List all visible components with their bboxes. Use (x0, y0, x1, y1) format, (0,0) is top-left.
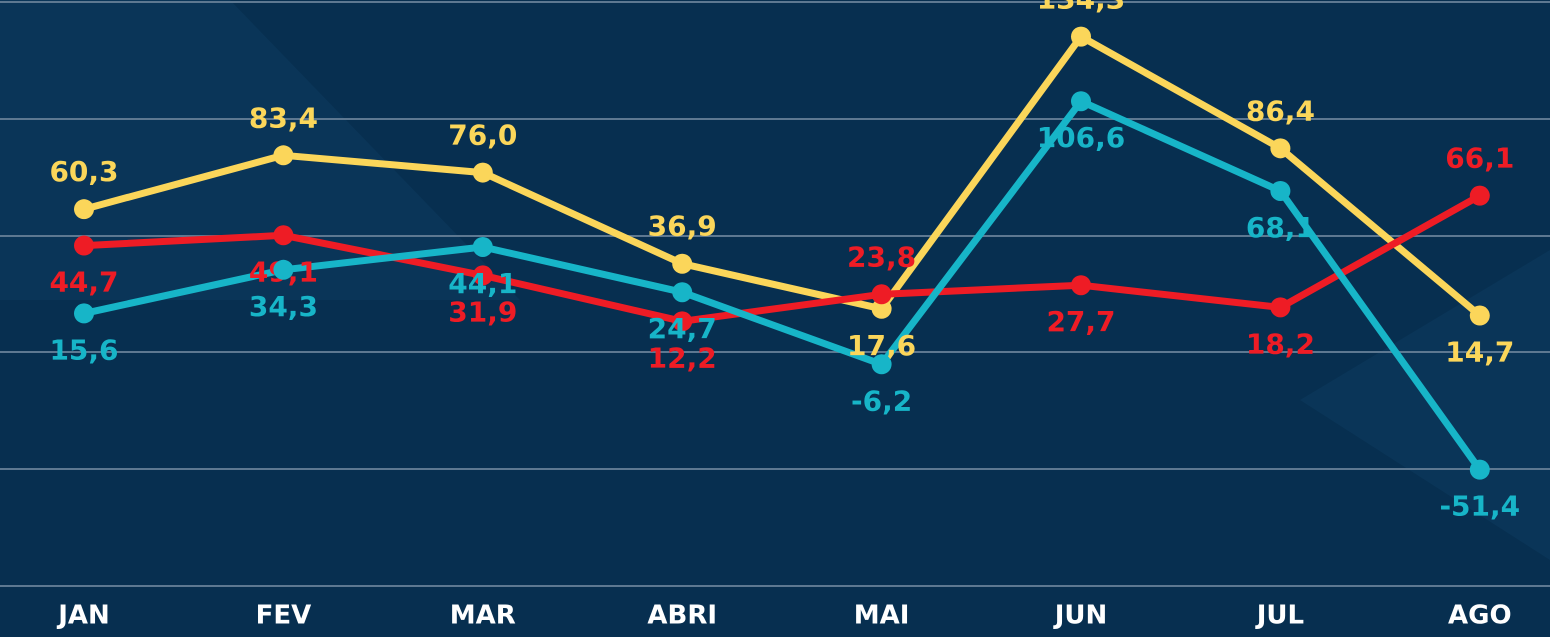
data-point (74, 235, 94, 256)
data-label: -51,4 (1439, 490, 1520, 523)
data-label: 44,1 (448, 267, 517, 300)
data-point (871, 284, 892, 305)
data-point (871, 354, 892, 375)
data-label: 76,0 (448, 119, 517, 152)
grid (0, 1, 1550, 587)
data-label: 68,1 (1246, 211, 1315, 244)
series-line (83, 97, 1483, 472)
data-point (472, 162, 493, 183)
x-tick-label: JAN (56, 601, 110, 631)
data-label: 60,3 (49, 155, 118, 188)
data-point (1469, 185, 1490, 206)
data-point (1270, 297, 1291, 318)
data-point (273, 259, 294, 280)
x-tick-label: AGO (1448, 601, 1512, 631)
data-label: 66,1 (1445, 142, 1514, 175)
data-point (1270, 180, 1291, 201)
data-label: 31,9 (448, 295, 517, 328)
data-point (1071, 275, 1091, 296)
data-point (273, 225, 294, 246)
data-label: 27,7 (1046, 305, 1115, 338)
series-line (83, 33, 1483, 319)
data-label: 14,7 (1445, 336, 1514, 369)
data-point (1469, 459, 1490, 480)
data-point (1469, 305, 1490, 326)
data-point (672, 253, 693, 274)
data-label: 24,7 (648, 312, 717, 345)
x-tick-label: MAR (450, 601, 516, 631)
data-point (672, 282, 693, 303)
data-label: -6,2 (851, 384, 912, 417)
data-label: 23,8 (847, 240, 916, 273)
data-point (472, 265, 493, 286)
data-label: 106,6 (1037, 121, 1126, 154)
data-label: 12,2 (648, 341, 717, 374)
data-label: 86,4 (1246, 94, 1315, 127)
data-label: 83,4 (249, 101, 318, 134)
x-tick-label: ABRI (647, 601, 717, 631)
decoration (0, 0, 520, 300)
data-label: 134,3 (1037, 0, 1126, 16)
data-point (472, 236, 493, 257)
data-point (273, 145, 294, 166)
data-point (1071, 91, 1091, 112)
x-tick-label: FEV (256, 601, 312, 631)
data-label: 18,2 (1246, 327, 1315, 360)
x-tick-label: MAI (854, 601, 910, 631)
x-tick-label: JUN (1053, 601, 1108, 631)
series-line (83, 192, 1482, 325)
data-point (74, 303, 94, 324)
data-point (672, 311, 693, 332)
data-point (871, 298, 892, 319)
data-label: 34,3 (249, 290, 318, 323)
x-tick-label: JUL (1255, 601, 1304, 631)
data-label: 44,7 (49, 266, 118, 299)
decoration (1300, 250, 1550, 560)
data-label: 36,9 (648, 210, 717, 243)
data-point (1270, 138, 1291, 159)
data-point (1071, 26, 1091, 47)
data-point (74, 199, 94, 220)
data-label: 15,6 (49, 333, 118, 366)
